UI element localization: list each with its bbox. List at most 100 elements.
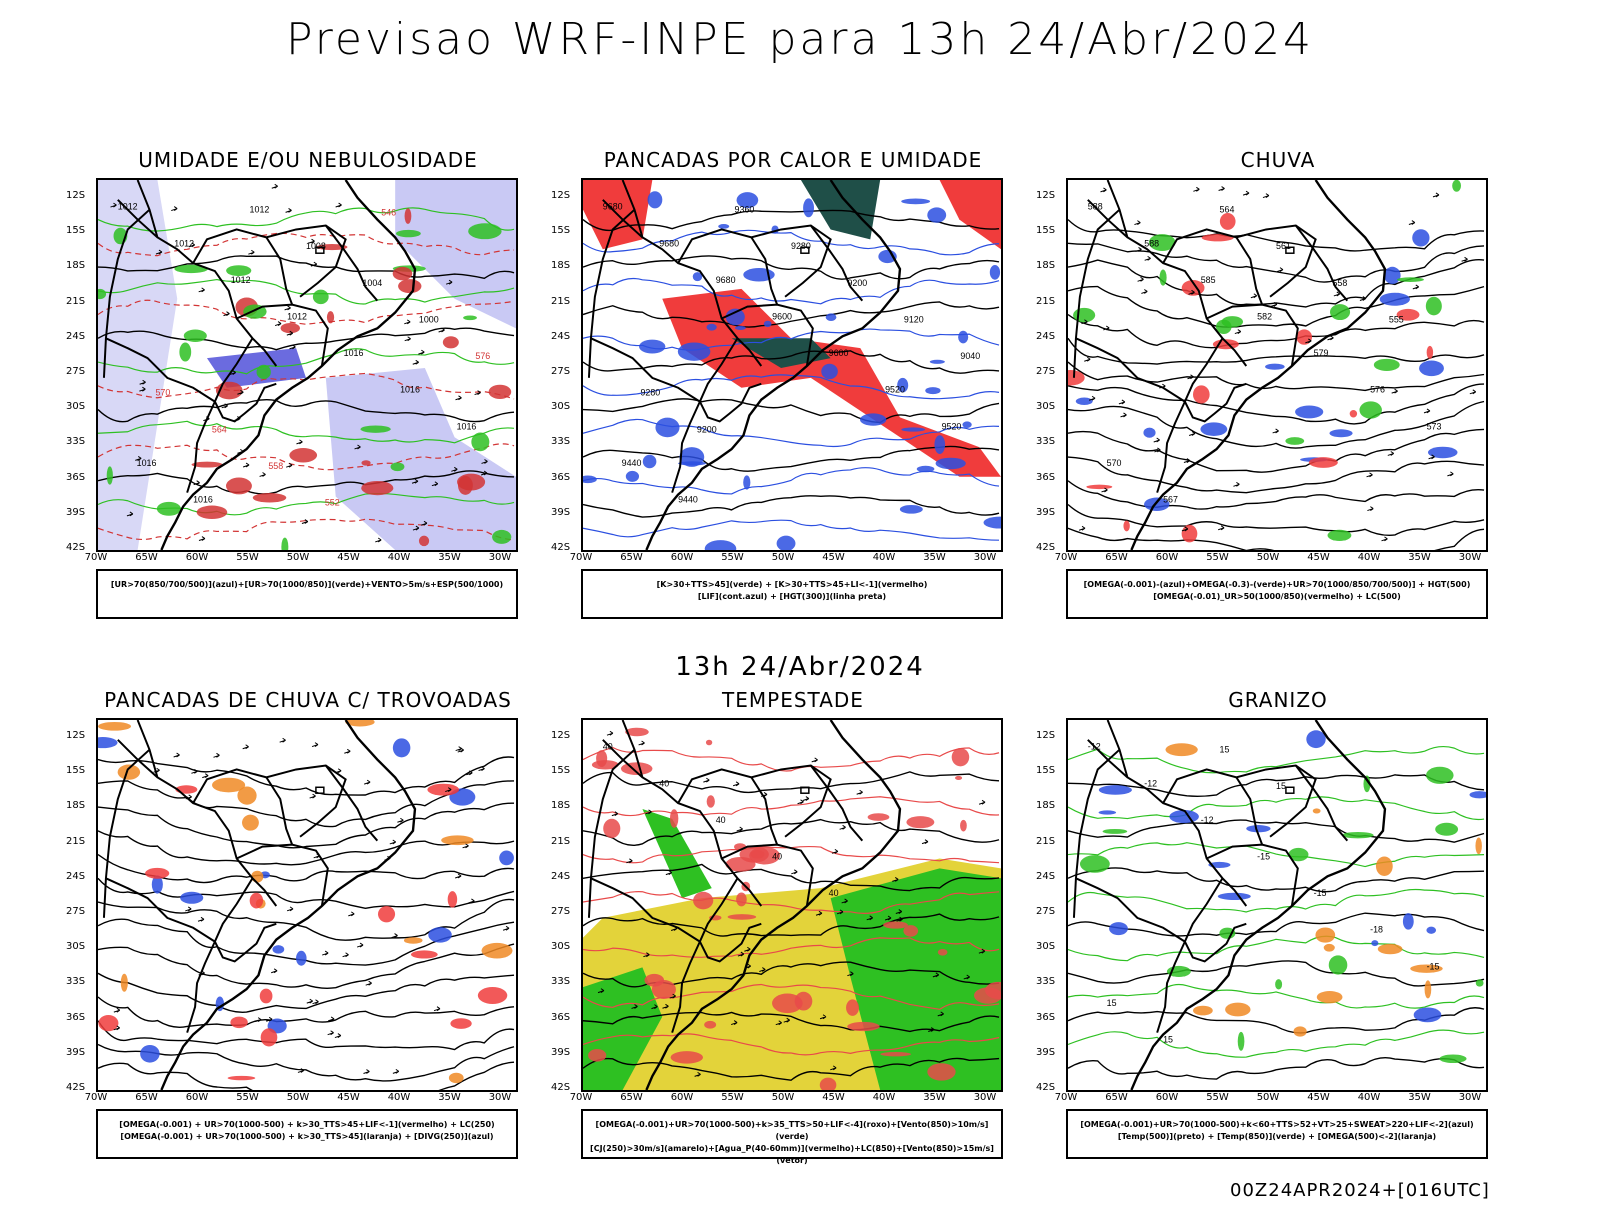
longitude-label: 50W (771, 1092, 795, 1103)
longitude-label: 45W (1307, 1092, 1330, 1103)
contour-label: 40 (716, 815, 726, 825)
contour-label: 564 (1220, 205, 1235, 215)
map-canvas: -12 -12 -12 -15 -15 -18 -15 15 15 15 15 (1068, 720, 1486, 1090)
map-canvas: 9680 9680 9680 9600 9600 9520 9520 9440 9440 9360… (583, 180, 1001, 550)
panel-title: UMIDADE E/OU NEBULOSIDADE (138, 148, 478, 172)
longitude-label: 65W (1105, 1092, 1128, 1103)
latitude-label: 33S (1036, 976, 1056, 988)
contour-label: 9040 (960, 351, 980, 361)
latitude-label: 12S (1036, 190, 1056, 201)
contour-label: 9200 (847, 278, 867, 288)
contour-label: 15 (1107, 998, 1117, 1008)
latitude-label: 18S (66, 260, 86, 272)
longitude-label: 50W (1256, 1092, 1280, 1103)
contour-label: 1012 (231, 275, 251, 285)
contour-label: 1012 (174, 238, 194, 248)
longitude-label: 60W (1155, 1092, 1179, 1103)
contour-label: 15 (1220, 745, 1230, 755)
contour-label: -12 (1201, 815, 1214, 825)
latitude-label: 21S (551, 835, 571, 847)
contour-label: -15 (1314, 888, 1327, 898)
latitude-label: 42S (551, 542, 571, 553)
panel-pancadas-calor: PANCADAS POR CALOR E UMIDADE 9680 9680 9680… (533, 148, 1053, 668)
longitude-label: 60W (185, 1092, 209, 1103)
legend-line: [Temp(500)](preto) + [Temp(850)](verde) … (1117, 1132, 1437, 1141)
latitude-label: 30S (1036, 401, 1056, 413)
contour-label: 15 (1276, 781, 1286, 791)
legend-line: [K>30+TTS>45](verde) + [K>30+TTS>45+LI<-… (656, 580, 928, 589)
longitude-label: 40W (387, 1092, 411, 1103)
contour-label: 9280 (640, 388, 660, 398)
latitude-label: 42S (66, 542, 86, 553)
latitude-label: 30S (1036, 941, 1056, 953)
longitude-label: 30W (1458, 1092, 1482, 1103)
longitude-label: 70W (1054, 1092, 1078, 1103)
latitude-label: 33S (66, 436, 86, 448)
panel-tempestade: TEMPESTADE 40 40 40 40 40 12S 15S 18S 21S 24S 27S 30… (533, 688, 1053, 1208)
forecast-map: 1012 1012 1012 1012 1016 1016 1016 1016 1016 1012… (96, 178, 518, 552)
contour-label: 552 (325, 497, 340, 507)
contour-label: 585 (1201, 275, 1216, 285)
longitude-label: 50W (286, 552, 310, 563)
contour-label: 576 (475, 351, 490, 361)
longitude-label: 40W (1357, 1092, 1381, 1103)
latitude-label: 18S (551, 260, 571, 272)
longitude-label: 70W (1054, 552, 1078, 563)
longitude-label: 70W (84, 552, 108, 563)
latitude-label: 18S (551, 800, 571, 812)
longitude-label: 55W (1206, 1092, 1229, 1103)
legend-line: [UR>70(850/700/500)](azul)+[UR>70(1000/8… (110, 580, 504, 589)
longitude-label: 30W (1458, 552, 1482, 563)
longitude-label: 60W (670, 1092, 694, 1103)
contour-label: 9360 (735, 205, 755, 215)
contour-label: 555 (1389, 314, 1404, 324)
contour-label: 582 (1257, 311, 1272, 321)
contour-label: 1004 (362, 278, 382, 288)
contour-label: 9680 (716, 275, 736, 285)
longitude-label: 30W (973, 1092, 997, 1103)
latitude-label: 15S (66, 765, 86, 777)
contour-label: 1016 (457, 421, 477, 431)
longitude-label: 55W (236, 552, 259, 563)
forecast-map: 588 588 585 582 579 576 573 570 567 564 561 558 555 (1066, 178, 1488, 552)
contour-label: 1012 (118, 202, 138, 212)
contour-label: 1016 (193, 495, 213, 505)
latitude-label: 33S (551, 436, 571, 448)
contour-label: 1012 (250, 205, 270, 215)
contour-label: 9520 (885, 385, 905, 395)
longitude-label: 65W (135, 552, 158, 563)
latitude-label: 21S (551, 295, 571, 307)
contour-label: 564 (212, 424, 227, 434)
contour-label: 1016 (137, 458, 157, 468)
longitude-label: 65W (620, 1092, 643, 1103)
longitude-label: 35W (1408, 1092, 1431, 1103)
contour-label: 40 (829, 888, 839, 898)
panel-legend: [OMEGA(-0.001)+UR>70(1000-500)+k>35_TTS>… (581, 1109, 1003, 1165)
latitude-label: 33S (66, 976, 86, 988)
panel-title: PANCADAS POR CALOR E UMIDADE (603, 148, 983, 172)
longitude-label: 55W (721, 1092, 744, 1103)
longitude-label: 45W (337, 552, 360, 563)
panel-title: GRANIZO (1228, 688, 1328, 712)
latitude-label: 15S (551, 765, 571, 777)
panel-title: CHUVA (1240, 148, 1316, 172)
longitude-label: 45W (822, 1092, 845, 1103)
latitude-label: 24S (1036, 870, 1056, 882)
longitude-label: 45W (822, 552, 845, 563)
latitude-label: 39S (551, 1046, 571, 1058)
latitude-label: 36S (551, 1011, 571, 1023)
latitude-label: 12S (1036, 730, 1056, 741)
main-title: Previsao WRF-INPE para 13h 24/Abr/2024 (285, 14, 1314, 65)
latitude-label: 36S (1036, 1011, 1056, 1023)
contour-label: 576 (1370, 385, 1385, 395)
latitude-label: 18S (1036, 260, 1056, 272)
contour-label: -18 (1370, 925, 1383, 935)
contour-label: 9600 (829, 348, 849, 358)
contour-label: -12 (1088, 742, 1101, 752)
latitude-label: 15S (66, 225, 86, 237)
latitude-label: 39S (66, 506, 86, 518)
contour-label: 588 (1144, 238, 1159, 248)
contour-label: 546 (381, 208, 396, 218)
latitude-label: 36S (66, 1011, 86, 1023)
longitude-label: 55W (721, 552, 744, 563)
